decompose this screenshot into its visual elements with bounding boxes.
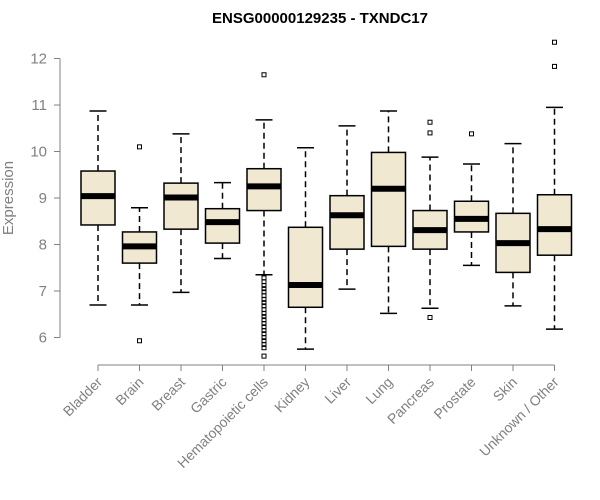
- x-tick-label: Skin: [490, 374, 521, 405]
- x-tick-label: Liver: [321, 374, 354, 407]
- y-tick-label: 8: [39, 237, 47, 254]
- outlier-point: [261, 328, 267, 334]
- box-group: [287, 147, 324, 350]
- x-tick-label: Unknown / Other: [476, 374, 562, 460]
- box-iqr: [329, 194, 365, 250]
- box-iqr: [163, 182, 199, 230]
- box-group: [453, 131, 490, 267]
- outlier-point: [137, 338, 142, 344]
- outlier-point: [261, 296, 267, 302]
- box-iqr: [246, 167, 282, 212]
- x-tick-label: Lung: [362, 374, 395, 407]
- y-tick-label: 9: [39, 190, 47, 207]
- y-tick-label: 6: [39, 330, 47, 347]
- outlier-point: [261, 286, 267, 292]
- outlier-point: [469, 131, 474, 137]
- box-group: [329, 125, 365, 290]
- box-group: [370, 110, 407, 315]
- boxes-layer: [80, 39, 573, 359]
- outlier-point: [427, 315, 433, 321]
- y-tick-label: 12: [30, 51, 47, 68]
- x-tick-label: Bladder: [60, 374, 106, 420]
- y-tick-label: 7: [39, 283, 47, 300]
- outlier-point: [137, 144, 142, 150]
- outlier-point: [552, 39, 557, 45]
- box-group: [536, 39, 573, 330]
- axes: 6 7 8 9 10 11 12: [30, 51, 555, 371]
- box-iqr: [536, 193, 573, 256]
- box-group: [121, 144, 158, 344]
- outlier-point: [261, 321, 267, 327]
- outlier-point: [261, 300, 267, 306]
- box-group: [246, 72, 282, 359]
- outlier-point: [261, 335, 267, 340]
- box-iqr: [287, 226, 324, 309]
- outlier-point: [261, 345, 267, 351]
- outlier-point: [261, 282, 267, 288]
- y-tick-label: 10: [30, 144, 47, 161]
- outlier-point: [261, 310, 267, 316]
- chart-title: ENSG00000129235 - TXNDC17: [212, 10, 428, 27]
- box-iqr: [204, 207, 241, 244]
- outlier-point: [427, 130, 433, 136]
- y-tick-label: 11: [31, 97, 47, 114]
- x-tick-label: Breast: [148, 374, 188, 414]
- outlier-point: [261, 341, 267, 347]
- box-group: [412, 119, 448, 321]
- box-group: [204, 181, 241, 260]
- y-axis-label: Expression: [0, 161, 17, 235]
- box-group: [495, 142, 531, 307]
- outlier-point: [261, 314, 267, 320]
- outlier-point: [552, 63, 557, 69]
- box-iqr: [370, 151, 407, 248]
- x-tick-label: Kidney: [271, 374, 313, 416]
- outlier-point: [427, 119, 433, 125]
- x-tick-label: Prostate: [430, 374, 478, 422]
- outlier-point: [261, 353, 267, 359]
- outlier-point: [261, 72, 267, 78]
- box-group: [163, 133, 199, 294]
- box-group: [80, 110, 116, 306]
- x-tick-label: Brain: [112, 374, 146, 408]
